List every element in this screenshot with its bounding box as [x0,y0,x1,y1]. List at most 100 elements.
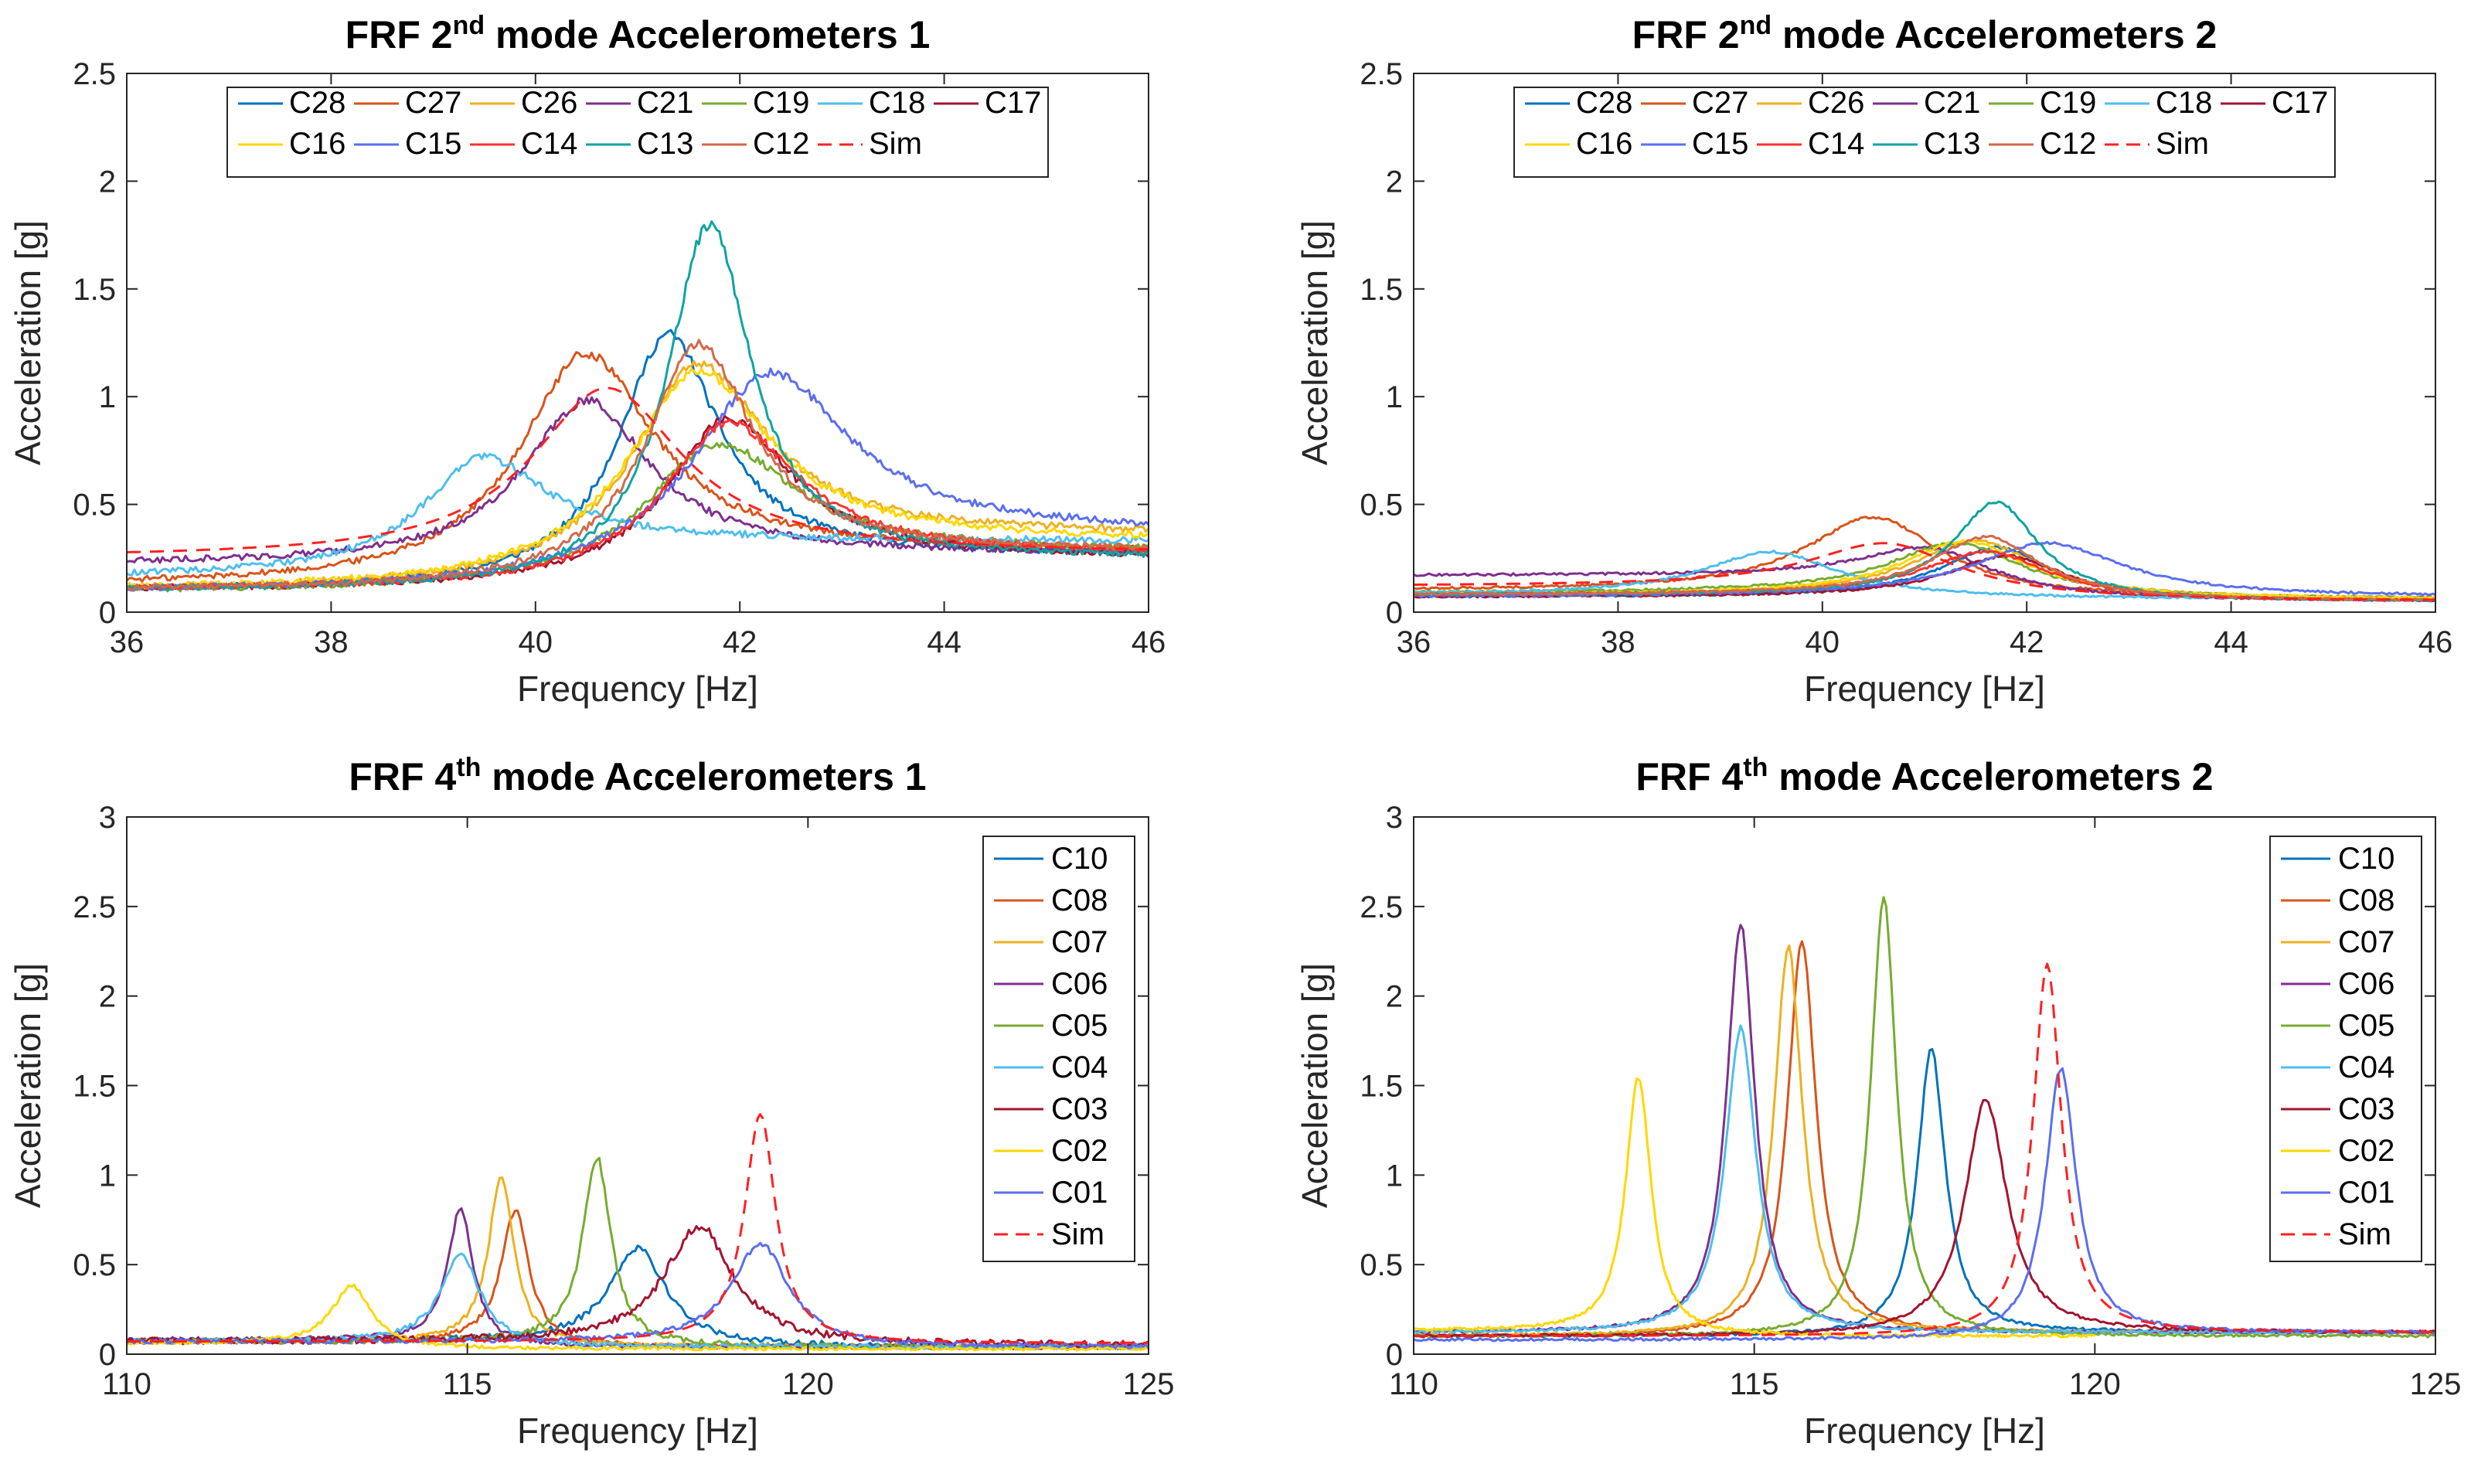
y-axis-label: Acceleration [g] [8,220,48,465]
series-line-C02 [127,1283,1149,1352]
x-tick-label: 44 [927,625,962,659]
legend-label-C05: C05 [2338,1009,2394,1043]
y-tick-label: 3 [1386,801,1403,835]
legend-label-Sim: Sim [2338,1217,2391,1251]
x-tick-label: 110 [102,1367,151,1401]
y-tick-label: 1.5 [1360,1070,1403,1104]
series-line-C18 [127,452,1149,577]
legend-label-C08: C08 [2338,883,2394,917]
legend-label-C15: C15 [405,127,461,161]
legend-label-Sim: Sim [869,127,922,161]
chart-title: FRF 2nd mode Accelerometers 1 [345,11,931,56]
legend-label-C02: C02 [2338,1134,2394,1168]
y-tick-label: 0 [1386,596,1403,630]
x-tick-label: 38 [314,625,349,659]
x-tick-label: 115 [443,1367,492,1401]
series-line-Sim [1414,962,2435,1337]
title-rest: mode Accelerometers 2 [1768,755,2213,798]
title-superscript: th [1743,753,1768,782]
legend: C28 C27 C26 C21 C19 C18 C17 C16 C15 C14 C13 C12 Sim [1513,86,2336,178]
legend-box [1513,87,2336,178]
series-line-C01 [127,1241,1149,1350]
y-tick-label: 2.5 [73,890,116,924]
y-tick-label: 0.5 [1360,1248,1403,1282]
legend-label-C01: C01 [1051,1176,1108,1210]
x-tick-label: 40 [519,625,553,659]
y-tick-label: 2.5 [1360,890,1403,924]
y-tick-label: 1 [1386,380,1403,414]
title-main: FRF 4 [349,755,456,798]
axes-box [126,73,1149,613]
y-tick-label: 0.5 [73,488,116,522]
chart-title: FRF 2nd mode Accelerometers 2 [1632,11,2217,56]
legend-label-C21: C21 [637,86,693,120]
y-tick-label: 0 [99,596,116,630]
legend-label-C14: C14 [1808,127,1864,161]
legend-label-Sim: Sim [2156,127,2209,161]
x-tick-label: 110 [1389,1367,1438,1401]
legend-label-C02: C02 [1051,1134,1108,1168]
legend-label-C19: C19 [753,86,809,120]
legend-label-C12: C12 [753,127,809,161]
y-tick-label: 1.5 [73,1070,116,1104]
axes-box [1413,73,2436,613]
legend: C28 C27 C26 C21 C19 C18 C17 C16 C15 C14 C13 C12 Sim [226,86,1049,178]
legend-label-Sim: Sim [1051,1217,1104,1251]
x-tick-label: 120 [2069,1367,2121,1401]
y-tick-label: 1 [99,1159,116,1193]
legend-label-C18: C18 [2156,86,2212,120]
legend-label-C27: C27 [1692,86,1748,120]
y-tick-label: 2 [1386,165,1403,199]
x-axis-label: Frequency [Hz] [517,669,758,709]
series-group [127,220,1149,593]
legend-label-C16: C16 [289,127,345,161]
legend-label-C17: C17 [985,86,1041,120]
legend-label-C28: C28 [289,86,345,120]
legend-label-C07: C07 [1051,925,1108,959]
x-tick-label: 125 [1123,1367,1175,1401]
y-tick-label: 0.5 [1360,488,1403,522]
series-group [1414,896,2435,1343]
series-line-C15 [1414,540,2435,598]
x-tick-label: 46 [1132,625,1166,659]
legend-label-C05: C05 [1051,1009,1108,1043]
legend-label-C13: C13 [637,127,693,161]
x-tick-label: 36 [110,625,145,659]
y-tick-label: 2.5 [73,57,116,91]
title-superscript: nd [453,11,485,40]
legend-label-C08: C08 [1051,883,1108,917]
y-axis-label: Acceleration [g] [1295,220,1335,465]
series-line-C13 [127,220,1149,591]
legend-box [2269,836,2422,1262]
y-tick-label: 0.5 [73,1248,116,1282]
legend-label-C04: C04 [1051,1050,1108,1084]
y-axis-label: Acceleration [g] [8,963,48,1208]
x-tick-label: 42 [723,625,757,659]
chart-title: FRF 4th mode Accelerometers 1 [349,753,926,798]
legend-label-C21: C21 [1924,86,1980,120]
x-tick-label: 44 [2214,625,2248,659]
y-tick-label: 2.5 [1360,57,1403,91]
y-tick-label: 2 [99,980,116,1014]
y-tick-label: 1.5 [73,273,116,307]
title-rest: mode Accelerometers 1 [485,13,930,56]
series-group [1414,500,2435,603]
series-line-C12 [127,339,1149,591]
x-tick-label: 120 [782,1367,834,1401]
x-tick-label: 40 [1806,625,1840,659]
series-group [127,1113,1149,1352]
legend: C10 C08 C07 C06 C05 C04 C03 C02 C01 Sim [982,836,1135,1262]
legend-label-C14: C14 [521,127,577,161]
series-line-Sim [1414,542,2435,601]
legend-label-C17: C17 [2272,86,2328,120]
legend-box [226,87,1049,178]
y-tick-label: 1.5 [1360,273,1403,307]
x-tick-label: 115 [1730,1367,1779,1401]
legend-label-C28: C28 [1576,86,1632,120]
x-tick-label: 125 [2410,1367,2462,1401]
legend-label-C01: C01 [2338,1176,2394,1210]
